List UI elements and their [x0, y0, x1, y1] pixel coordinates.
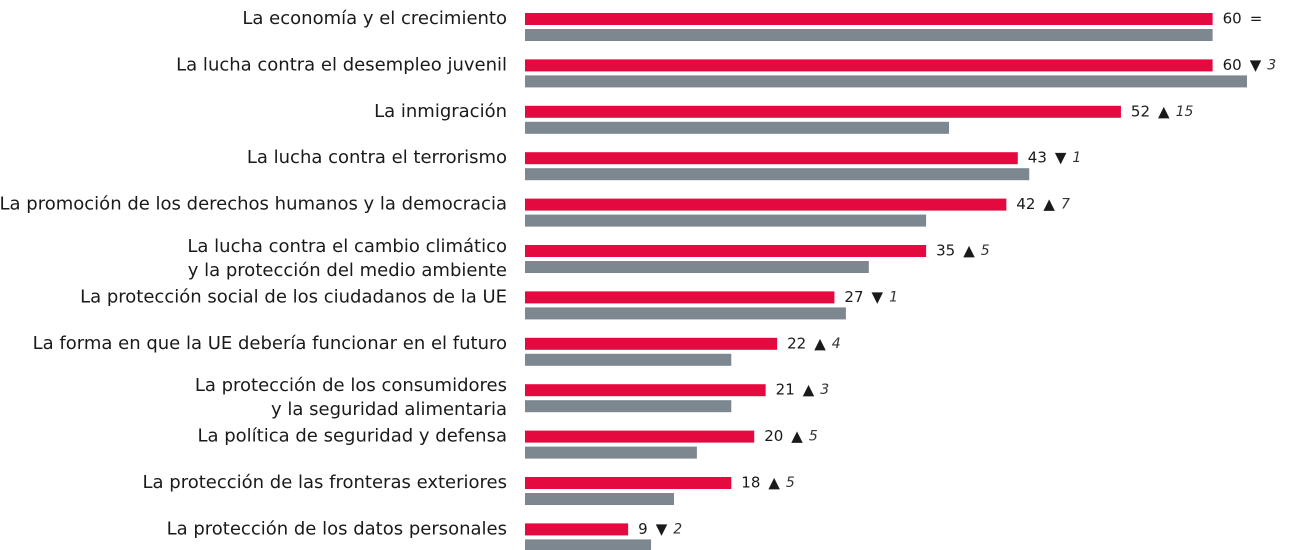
value-label: 42 — [1016, 195, 1035, 213]
bar — [525, 430, 755, 443]
bar — [525, 13, 1213, 25]
bar — [525, 400, 732, 413]
change-symbol: = — [1250, 10, 1263, 28]
bar — [525, 198, 1007, 211]
value-label: 43 — [1028, 149, 1047, 167]
change-value: 1 — [889, 289, 898, 305]
category-label: La inmigración — [374, 101, 507, 122]
change-value: 15 — [1176, 104, 1194, 120]
category-label: y la protección del medio ambiente — [188, 260, 507, 281]
change-symbol: ▼ — [656, 520, 668, 538]
change-symbol: ▲ — [1043, 195, 1055, 213]
value-label: 52 — [1131, 102, 1150, 120]
bar — [525, 245, 927, 257]
change-symbol: ▲ — [814, 334, 826, 352]
bar — [525, 523, 629, 536]
change-value: 7 — [1061, 197, 1070, 213]
bar — [525, 493, 674, 505]
value-label: 20 — [764, 427, 783, 445]
value-label: 35 — [936, 242, 955, 260]
category-label: La protección de los datos personales — [167, 518, 507, 539]
change-value: 5 — [981, 243, 990, 259]
bar — [525, 121, 950, 134]
change-value: 3 — [1267, 57, 1276, 73]
value-label: 9 — [638, 520, 648, 538]
value-label: 21 — [776, 381, 795, 399]
bar — [525, 152, 1018, 165]
bar — [525, 477, 732, 489]
category-label: La política de seguridad y defensa — [197, 426, 507, 447]
bar — [525, 291, 835, 304]
value-label: 22 — [787, 334, 806, 352]
change-value: 3 — [820, 382, 829, 398]
change-symbol: ▼ — [1250, 56, 1262, 74]
category-label: La lucha contra el terrorismo — [247, 147, 507, 168]
change-symbol: ▲ — [963, 242, 975, 260]
change-symbol: ▲ — [791, 427, 803, 445]
change-symbol: ▲ — [803, 381, 815, 399]
change-symbol: ▲ — [768, 474, 780, 492]
bar — [525, 59, 1213, 72]
category-label: La protección de las fronteras exteriore… — [143, 472, 507, 493]
bar — [525, 353, 732, 366]
bar — [525, 29, 1213, 41]
bar — [525, 105, 1121, 118]
change-value: 5 — [809, 429, 818, 445]
bar — [525, 261, 869, 273]
category-label: La protección de los consumidores — [195, 375, 507, 396]
change-value: 2 — [673, 521, 682, 537]
bar — [525, 75, 1247, 88]
change-symbol: ▲ — [1158, 102, 1170, 120]
change-value: 5 — [786, 475, 795, 491]
bar — [525, 446, 697, 459]
change-symbol: ▼ — [872, 288, 884, 306]
category-label: La economía y el crecimiento — [242, 8, 507, 29]
bar — [525, 539, 652, 550]
bar — [525, 384, 766, 397]
category-label: La forma en que la UE debería funcionar … — [33, 333, 507, 354]
value-label: 18 — [741, 474, 760, 492]
category-label: y la seguridad alimentaria — [271, 399, 507, 420]
change-value: 1 — [1072, 150, 1081, 166]
bar — [525, 168, 1030, 181]
bar — [525, 337, 778, 350]
category-label: La promoción de los derechos humanos y l… — [0, 194, 507, 215]
value-label: 60 — [1223, 56, 1242, 74]
value-label: 27 — [844, 288, 863, 306]
bar — [525, 214, 927, 227]
category-label: La lucha contra el desempleo juvenil — [176, 54, 507, 75]
bar — [525, 307, 846, 320]
category-label: La lucha contra el cambio climático — [187, 236, 507, 257]
change-value: 4 — [832, 336, 841, 352]
change-symbol: ▼ — [1055, 149, 1067, 167]
value-label: 60 — [1223, 10, 1242, 28]
category-label: La protección social de los ciudadanos d… — [80, 286, 507, 307]
